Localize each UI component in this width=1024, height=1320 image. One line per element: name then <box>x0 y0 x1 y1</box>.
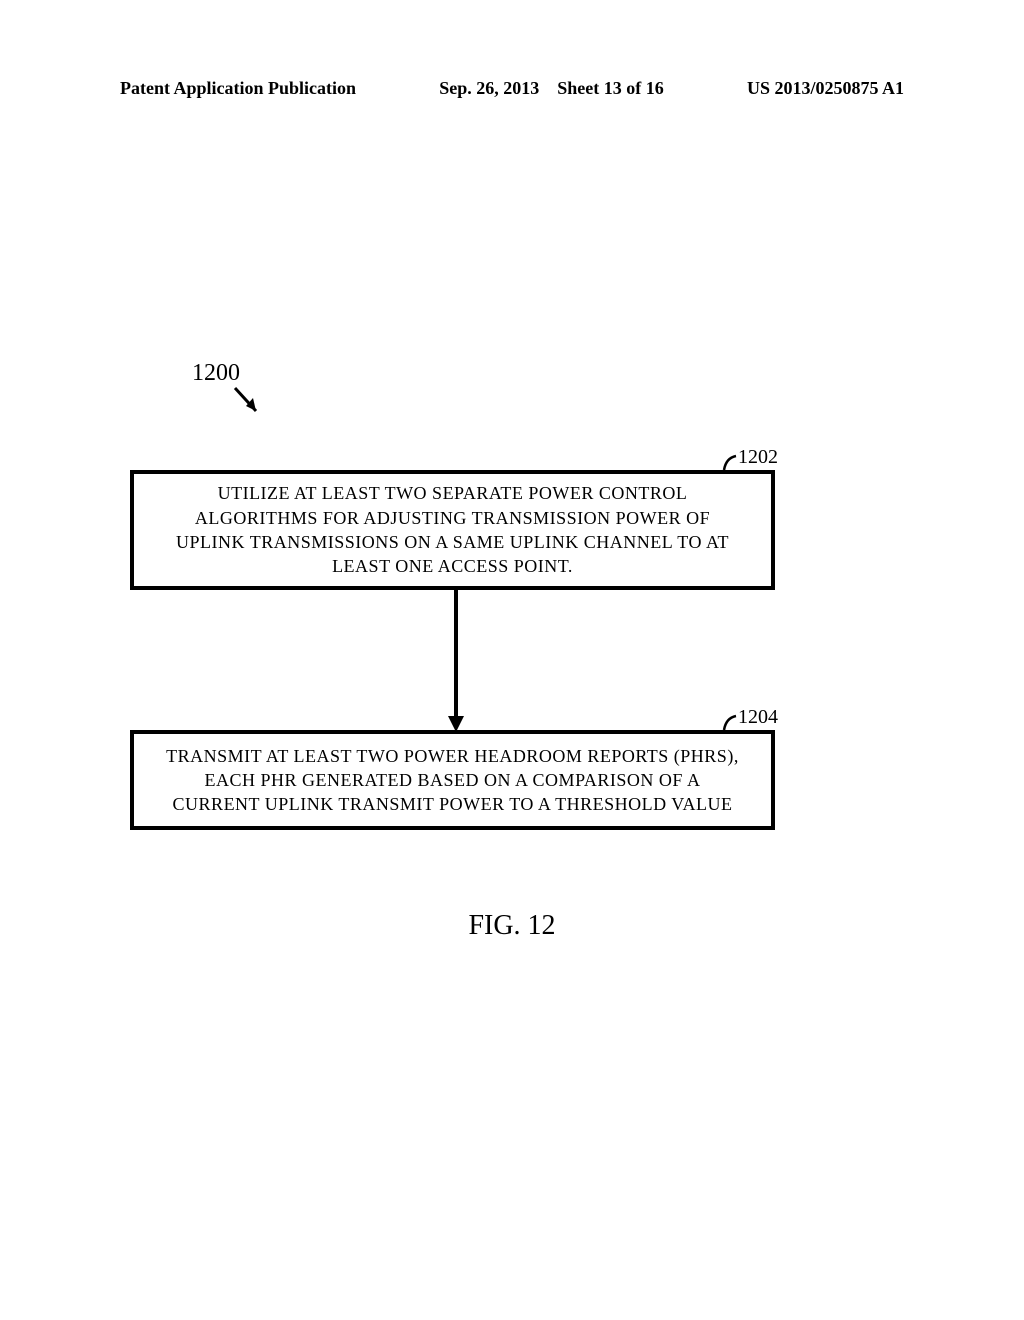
box-1-text: UTILIZE AT LEAST TWO SEPARATE POWER CONT… <box>164 481 741 578</box>
flowchart-box-1: UTILIZE AT LEAST TWO SEPARATE POWER CONT… <box>130 470 775 590</box>
connector-arrow-icon <box>448 590 464 734</box>
box-2-text: TRANSMIT AT LEAST TWO POWER HEADROOM REP… <box>164 744 741 817</box>
publication-number: US 2013/0250875 A1 <box>747 78 904 99</box>
sheet-info: Sheet 13 of 16 <box>557 78 664 98</box>
page-header: Patent Application Publication Sep. 26, … <box>0 78 1024 99</box>
publication-type: Patent Application Publication <box>120 78 356 99</box>
reference-number: 1200 <box>192 360 240 387</box>
reference-arrow-icon <box>232 385 272 425</box>
figure-caption: FIG. 12 <box>0 910 1024 942</box>
publication-date-sheet: Sep. 26, 2013 Sheet 13 of 16 <box>439 78 664 99</box>
flowchart-box-2: TRANSMIT AT LEAST TWO POWER HEADROOM REP… <box>130 730 775 830</box>
box-label-2: 1204 <box>738 706 778 729</box>
publication-date: Sep. 26, 2013 <box>439 78 539 98</box>
box-label-1: 1202 <box>738 446 778 469</box>
